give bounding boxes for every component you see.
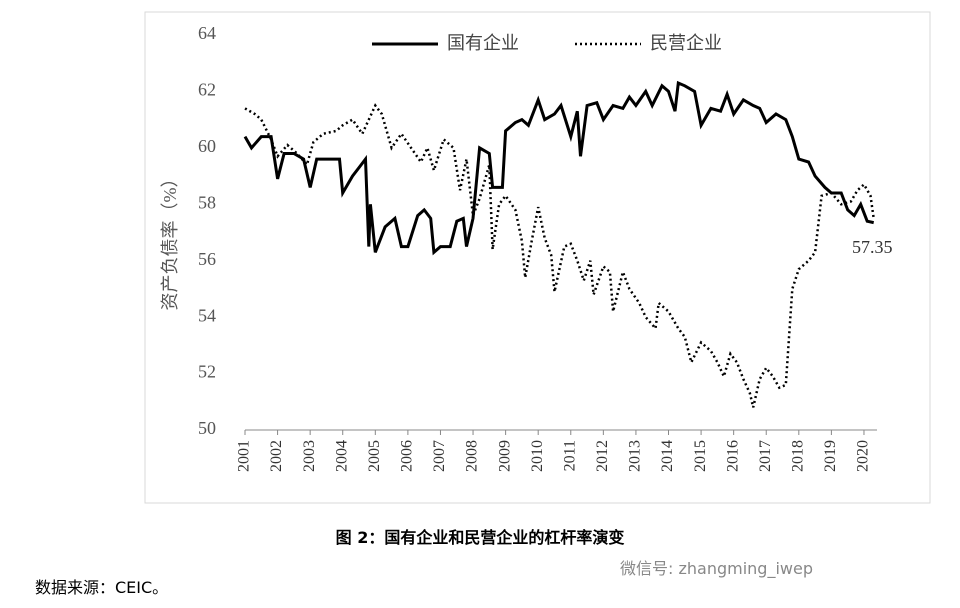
x-tick-label: 2014 [659,440,676,472]
x-tick-label: 2003 [301,440,318,472]
y-tick-label: 62 [198,80,216,100]
y-tick-label: 56 [198,249,216,269]
x-tick-label: 2010 [529,440,546,472]
y-axis-label: 资产负债率（%） [160,170,180,311]
x-tick-label: 2020 [855,440,872,472]
y-tick-label: 58 [198,192,216,212]
x-tick-label: 2002 [268,440,285,472]
y-tick-label: 50 [198,418,216,438]
legend-label: 国有企业 [447,33,519,54]
caption: 图 2：国有企业和民营企业的杠杆率演变 [335,528,625,547]
y-tick-label: 64 [198,23,216,43]
x-tick-label: 2012 [594,440,611,472]
chart-frame [144,11,931,504]
x-tick-label: 2016 [724,440,741,472]
x-tick-label: 2008 [464,440,481,472]
x-tick-label: 2019 [822,440,839,472]
source-note: 数据来源：CEIC。 [35,578,169,597]
y-tick-label: 52 [198,362,216,382]
x-tick-label: 2006 [399,440,416,472]
x-tick-label: 2005 [366,440,383,472]
x-tick-label: 2013 [627,440,644,472]
watermark: 微信号: zhangming_iwep [620,559,813,578]
x-tick-label: 2007 [431,440,448,472]
y-tick-label: 54 [198,305,216,325]
chart: 资产负债率（%） 57.35 50 52 54 56 58 60 62 64 2001 2002 2… [144,11,931,504]
series-line [244,103,875,408]
x-tick-label: 2001 [236,440,253,472]
y-tick-label: 60 [198,136,216,156]
x-tick-label: 2017 [757,440,774,472]
x-tick-label: 2004 [333,440,350,472]
x-tick-label: 2018 [789,440,806,472]
x-tick-label: 2015 [692,440,709,472]
series-line [243,80,875,256]
x-tick-label: 2009 [496,440,513,472]
annotation: 57.35 [852,237,893,257]
x-tick-label: 2011 [561,440,578,471]
legend-label: 民营企业 [650,33,722,54]
